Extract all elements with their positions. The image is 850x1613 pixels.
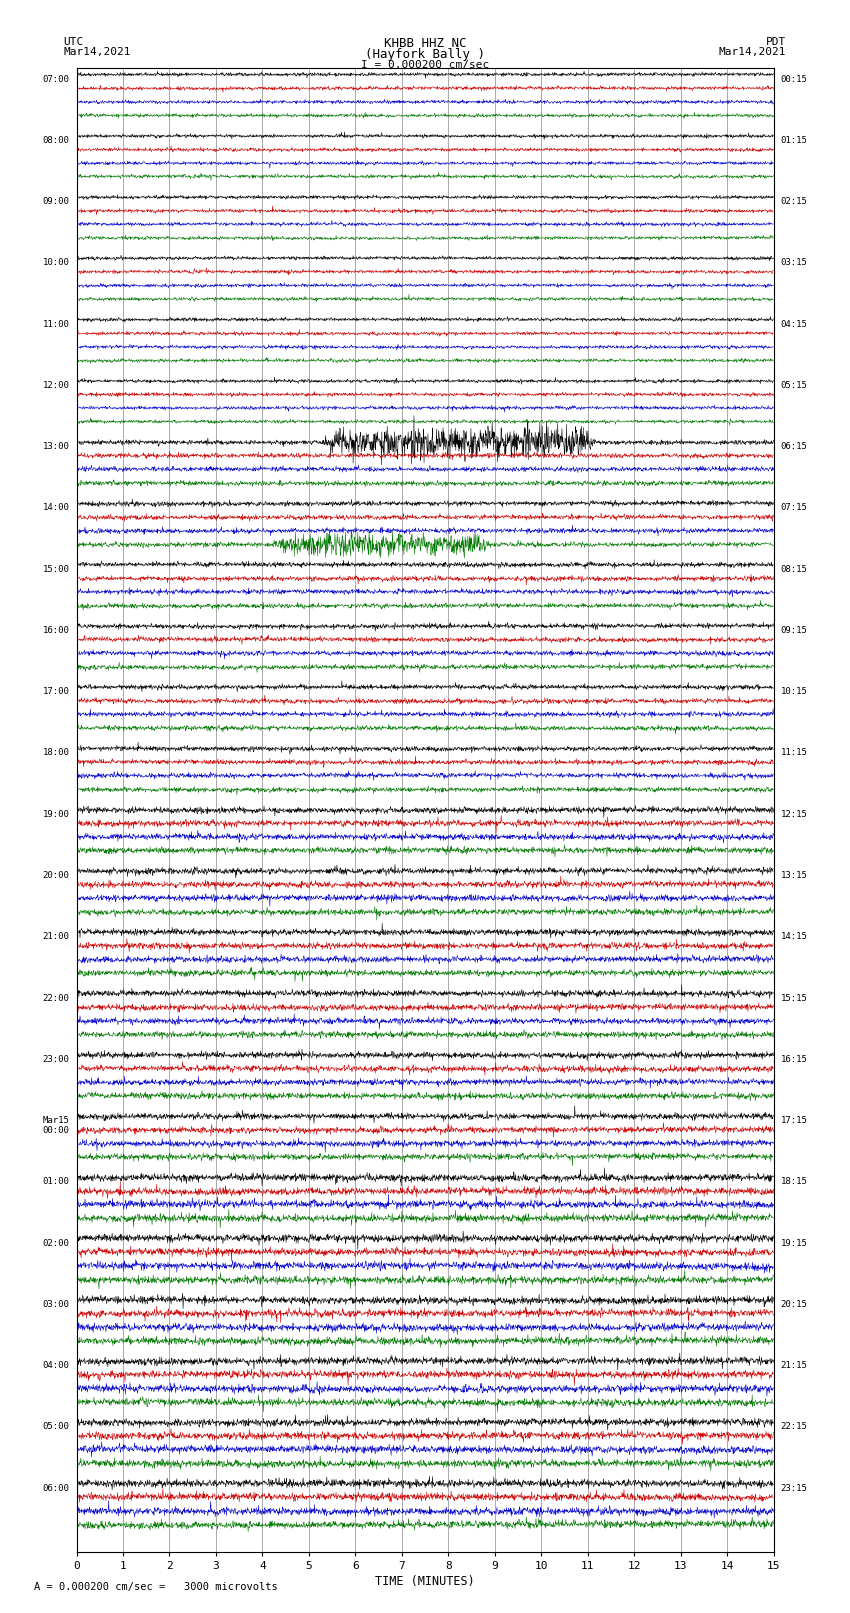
Text: 01:00: 01:00	[42, 1177, 70, 1186]
Text: 18:15: 18:15	[780, 1177, 808, 1186]
Text: Mar15
00:00: Mar15 00:00	[42, 1116, 70, 1136]
Text: I = 0.000200 cm/sec: I = 0.000200 cm/sec	[361, 60, 489, 69]
Text: 20:15: 20:15	[780, 1300, 808, 1308]
Text: 06:00: 06:00	[42, 1484, 70, 1492]
Text: 09:00: 09:00	[42, 197, 70, 206]
Text: A = 0.000200 cm/sec =   3000 microvolts: A = 0.000200 cm/sec = 3000 microvolts	[34, 1582, 278, 1592]
Text: 19:00: 19:00	[42, 810, 70, 819]
Text: 23:00: 23:00	[42, 1055, 70, 1065]
X-axis label: TIME (MINUTES): TIME (MINUTES)	[375, 1574, 475, 1587]
Text: 17:00: 17:00	[42, 687, 70, 697]
Text: 08:15: 08:15	[780, 565, 808, 574]
Text: 11:00: 11:00	[42, 319, 70, 329]
Text: 17:15: 17:15	[780, 1116, 808, 1124]
Text: Mar14,2021: Mar14,2021	[64, 47, 131, 56]
Text: 21:00: 21:00	[42, 932, 70, 942]
Text: 04:00: 04:00	[42, 1361, 70, 1369]
Text: 21:15: 21:15	[780, 1361, 808, 1369]
Text: 07:00: 07:00	[42, 74, 70, 84]
Text: 06:15: 06:15	[780, 442, 808, 452]
Text: 12:15: 12:15	[780, 810, 808, 819]
Text: Mar14,2021: Mar14,2021	[719, 47, 786, 56]
Text: 10:15: 10:15	[780, 687, 808, 697]
Text: UTC: UTC	[64, 37, 84, 47]
Text: 09:15: 09:15	[780, 626, 808, 636]
Text: 01:15: 01:15	[780, 135, 808, 145]
Text: 19:15: 19:15	[780, 1239, 808, 1247]
Text: 15:15: 15:15	[780, 994, 808, 1003]
Text: 05:15: 05:15	[780, 381, 808, 390]
Text: 13:00: 13:00	[42, 442, 70, 452]
Text: 20:00: 20:00	[42, 871, 70, 881]
Text: 05:00: 05:00	[42, 1423, 70, 1431]
Text: KHBB HHZ NC: KHBB HHZ NC	[383, 37, 467, 50]
Text: 16:15: 16:15	[780, 1055, 808, 1065]
Text: 04:15: 04:15	[780, 319, 808, 329]
Text: 22:15: 22:15	[780, 1423, 808, 1431]
Text: 23:15: 23:15	[780, 1484, 808, 1492]
Text: 16:00: 16:00	[42, 626, 70, 636]
Text: 18:00: 18:00	[42, 748, 70, 758]
Text: 12:00: 12:00	[42, 381, 70, 390]
Text: 22:00: 22:00	[42, 994, 70, 1003]
Text: 03:15: 03:15	[780, 258, 808, 268]
Text: 15:00: 15:00	[42, 565, 70, 574]
Text: 00:15: 00:15	[780, 74, 808, 84]
Text: 02:15: 02:15	[780, 197, 808, 206]
Text: 13:15: 13:15	[780, 871, 808, 881]
Text: 08:00: 08:00	[42, 135, 70, 145]
Text: 07:15: 07:15	[780, 503, 808, 513]
Text: 11:15: 11:15	[780, 748, 808, 758]
Text: 03:00: 03:00	[42, 1300, 70, 1308]
Text: 02:00: 02:00	[42, 1239, 70, 1247]
Text: 10:00: 10:00	[42, 258, 70, 268]
Text: 14:15: 14:15	[780, 932, 808, 942]
Text: (Hayfork Bally ): (Hayfork Bally )	[365, 48, 485, 61]
Text: 14:00: 14:00	[42, 503, 70, 513]
Text: PDT: PDT	[766, 37, 786, 47]
